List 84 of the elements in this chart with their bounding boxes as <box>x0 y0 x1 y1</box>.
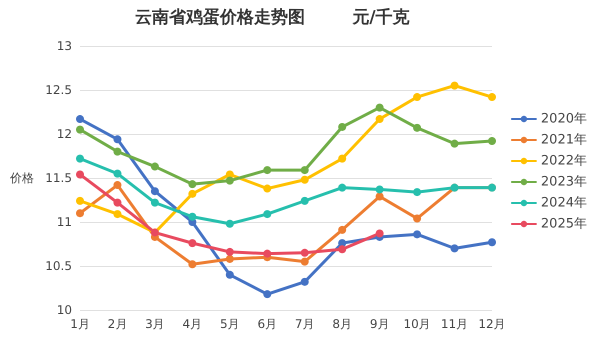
point <box>376 115 384 124</box>
point <box>263 210 272 218</box>
y-tick-label: 13 <box>56 39 72 53</box>
x-tick-label: 12月 <box>478 317 506 331</box>
x-tick-label: 9月 <box>370 317 390 331</box>
point <box>376 229 384 238</box>
point <box>338 122 346 131</box>
x-tick-label: 4月 <box>182 317 202 331</box>
point <box>188 190 196 198</box>
point <box>76 126 84 134</box>
point <box>413 214 422 222</box>
x-tick-label: 8月 <box>332 317 352 331</box>
legend-label: 2020年 <box>540 112 588 126</box>
y-tick-label: 12.5 <box>45 83 72 97</box>
point <box>450 82 459 90</box>
y-axis-title: 价格 <box>9 171 34 185</box>
point <box>300 196 309 205</box>
point <box>300 166 309 174</box>
x-tick-label: 3月 <box>145 317 165 331</box>
y-tick-label: 11 <box>56 215 72 229</box>
point <box>300 258 309 266</box>
point <box>450 244 459 252</box>
point <box>113 210 122 218</box>
point <box>76 196 84 205</box>
x-tick-label: 6月 <box>257 317 278 331</box>
point <box>76 170 84 178</box>
point <box>376 192 384 200</box>
point <box>113 198 122 207</box>
legend-label: 2023年 <box>540 174 588 190</box>
point <box>263 250 272 258</box>
legend-label: 2021年 <box>540 132 588 148</box>
point <box>188 260 196 268</box>
point <box>263 290 272 298</box>
point <box>338 184 346 192</box>
point <box>76 115 84 124</box>
x-tick-label: 7月 <box>294 317 315 331</box>
point <box>188 180 196 188</box>
point <box>226 176 234 185</box>
point <box>488 238 496 246</box>
x-tick-label: 11月 <box>440 317 468 331</box>
point <box>226 254 234 263</box>
point <box>188 212 196 221</box>
point <box>376 104 384 112</box>
legend-label: 2024年 <box>540 196 588 210</box>
y-tick-label: 10.5 <box>45 259 72 273</box>
point <box>150 198 159 207</box>
point <box>113 170 122 178</box>
point <box>113 148 122 156</box>
point <box>113 135 122 144</box>
legend-label: 2022年 <box>540 154 588 168</box>
point <box>338 245 346 254</box>
x-tick-label: 10月 <box>403 317 431 331</box>
point <box>488 93 496 102</box>
point <box>413 188 422 196</box>
y-tick-label: 12 <box>56 127 72 141</box>
x-tick-label: 1月 <box>70 317 90 331</box>
point <box>188 239 196 248</box>
point <box>300 278 309 286</box>
point <box>113 181 122 190</box>
point <box>300 176 309 184</box>
point <box>338 154 346 163</box>
point <box>413 230 422 238</box>
point <box>300 248 309 257</box>
point <box>150 187 159 196</box>
point <box>150 162 159 171</box>
point <box>226 270 234 279</box>
point <box>226 220 234 228</box>
point <box>413 93 422 102</box>
point <box>226 248 234 256</box>
point <box>76 154 84 163</box>
chart-title: 云南省鸡蛋价格走势图 元/千克 <box>135 8 411 28</box>
point <box>76 209 84 218</box>
point <box>338 226 346 234</box>
x-tick-label: 2月 <box>108 317 128 331</box>
point <box>263 184 272 193</box>
y-tick-label: 10 <box>56 303 72 317</box>
point <box>263 166 272 174</box>
point <box>376 185 384 194</box>
point <box>450 140 459 148</box>
point <box>413 124 422 132</box>
x-tick-label: 5月 <box>220 317 240 331</box>
point <box>488 137 496 146</box>
y-tick-label: 11.5 <box>45 171 72 185</box>
legend-label: 2025年 <box>540 216 588 232</box>
